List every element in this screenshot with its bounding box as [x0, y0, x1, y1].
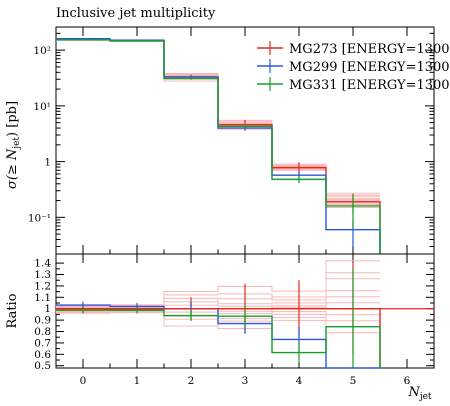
x-tick-label: 2: [188, 375, 195, 387]
ratio-tick-label: 0.6: [34, 349, 51, 361]
x-tick-label: 4: [296, 375, 303, 387]
ratio-tick-label: 0.8: [34, 326, 51, 338]
y-tick-label: 1: [44, 157, 51, 169]
x-axis-title-main: N: [407, 385, 420, 400]
series-ratio-line-2: [56, 309, 381, 368]
legend-label-1: MG299 [ENERGY=13000]: [289, 60, 450, 75]
chart-title: Inclusive jet multiplicity: [56, 6, 216, 21]
x-axis-title: Njet: [407, 385, 431, 402]
y-axis-title-main: σ(≥ N: [5, 148, 20, 189]
y-axis-title-tail: ) [pb]: [5, 101, 20, 137]
ratio-plot-panel: 0 1 2 3 4 5 60.50.60.70.80.911.11.21.31.4: [34, 253, 435, 387]
x-tick-label: 3: [242, 375, 249, 387]
ratio-tick-label: 0.5: [34, 360, 51, 372]
y-axis-title-sub: jet: [12, 137, 22, 150]
main-plot-panel: 10² 10¹ 1 10⁻¹: [28, 26, 435, 255]
ratio-tick-label: 1.1: [34, 292, 51, 304]
ratio-tick-label: 0.9: [34, 315, 51, 327]
ratio-tick-label: 0.7: [34, 337, 51, 349]
x-tick-label: 5: [350, 375, 357, 387]
y-axis-title: σ(≥ Njet) [pb]: [5, 101, 22, 189]
legend: MG273 [ENERGY=13000] MG299 [ENERGY=13000]…: [257, 41, 450, 93]
legend-label-0: MG273 [ENERGY=13000]: [289, 42, 450, 57]
ratio-tick-label: 1: [44, 303, 51, 315]
x-tick-label: 6: [404, 375, 411, 387]
legend-label-2: MG331 [ENERGY=13000]: [289, 78, 450, 93]
y-tick-label: 10²: [33, 45, 51, 57]
series-line-2: [56, 39, 381, 254]
y-tick-label: 10¹: [33, 101, 51, 113]
ratio-tick-label: 1.4: [34, 258, 51, 270]
x-axis-title-sub: jet: [419, 392, 432, 402]
x-tick-label: 0: [80, 375, 87, 387]
x-tick-label: 1: [134, 375, 141, 387]
ratio-axis-title: Ratio: [5, 293, 20, 328]
ratio-tick-label: 1.2: [34, 280, 51, 292]
y-tick-label: 10⁻¹: [28, 212, 51, 224]
ratio-tick-label: 1.3: [34, 269, 51, 281]
